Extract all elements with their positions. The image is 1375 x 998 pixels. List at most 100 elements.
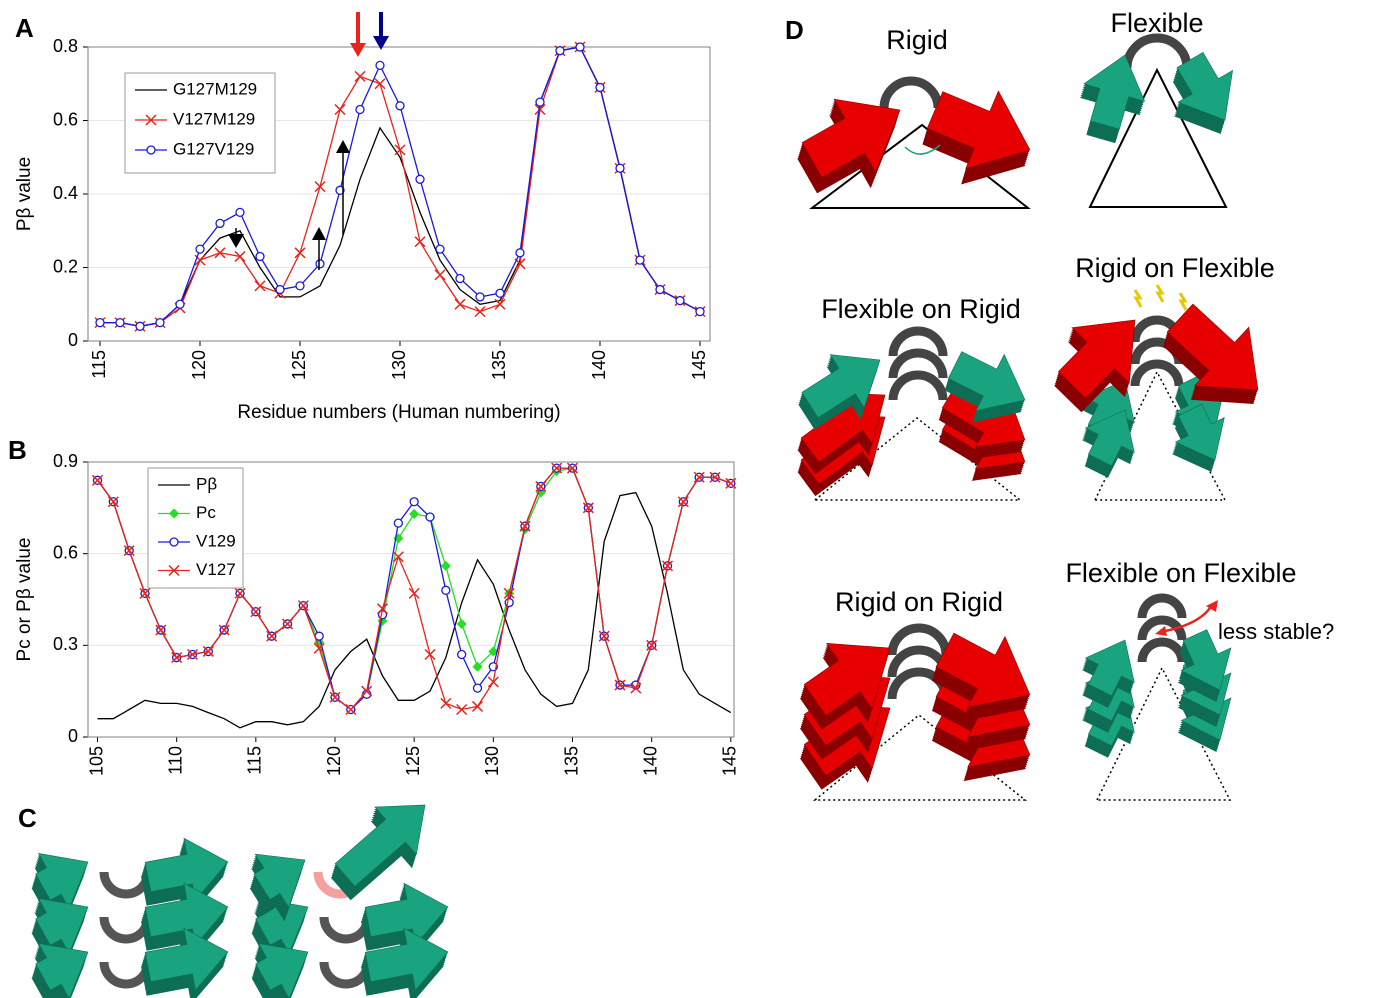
marker [614,679,626,691]
strand-arrow [144,837,229,901]
strand-arrow [1083,54,1146,130]
marker [355,104,365,115]
strand-arrow [803,643,891,717]
hinge [888,326,948,357]
diagram-label: Rigid on Flexible [1075,253,1275,283]
marker [582,502,594,514]
marker [266,630,278,642]
marker [504,597,514,608]
marker [630,682,642,694]
marker [472,661,483,672]
marker [314,181,326,193]
marker [115,317,125,328]
y-tick-label: 0.3 [53,634,78,654]
marker [145,114,157,126]
legend-label: V127 [196,560,236,579]
hinge [1137,615,1187,641]
marker [515,248,525,258]
strand-arrow [364,927,449,991]
marker [195,244,205,254]
marker [693,471,705,483]
marker [408,587,420,599]
marker [455,273,465,284]
marker [677,496,689,508]
x-tick-label: 115 [245,746,265,775]
strand-arrow [926,90,1031,169]
marker [392,551,404,563]
marker [171,652,183,664]
strand-arrow [1084,409,1135,467]
y-tick-label: 0.4 [53,183,78,203]
spark [1155,284,1165,303]
x-tick-label: 120 [189,350,209,380]
hinge [888,348,948,379]
marker [250,606,262,618]
y-tick-label: 0.8 [53,36,78,56]
marker [575,42,585,52]
marker [315,259,325,269]
marker [534,103,546,116]
marker [675,295,685,306]
marker [175,299,185,309]
marker [598,630,610,642]
annotation-arrow [336,140,350,153]
marker [218,624,230,636]
marker [725,477,737,489]
marker [535,480,547,492]
y-tick-label: 0.9 [53,451,78,471]
diagram-label: Rigid on Rigid [835,587,1003,617]
marker [215,218,225,229]
legend-box [147,467,244,589]
marker [234,250,246,263]
marker [168,564,180,577]
marker [186,648,199,661]
twist-arrow [904,144,941,155]
marker [275,284,285,295]
diagram-label: Flexible on Rigid [821,294,1021,324]
strand-arrow [35,942,89,998]
marker [394,144,406,156]
spark [1178,292,1188,311]
strand-arrow [364,882,449,946]
strand-arrow [801,98,901,178]
hinge [99,916,153,944]
hinge [99,961,153,989]
marker [107,496,119,508]
marker [454,298,466,310]
marker [146,145,156,155]
marker [313,642,325,654]
marker [295,281,305,291]
legend-label: G127M129 [173,79,257,98]
annotation-arrow [228,234,244,248]
marker [214,247,226,259]
strand-arrow [1084,639,1135,697]
hinge [1137,593,1187,619]
marker [374,78,386,90]
strand-arrow [1180,629,1232,691]
marker [472,683,483,693]
marker [375,60,385,71]
marker [456,618,467,629]
strand-arrow [253,853,306,909]
marker [709,471,721,483]
hinge [319,916,373,944]
marker [519,520,531,532]
marker [255,251,265,262]
marker [474,306,486,318]
marker [91,474,104,486]
x-tick-label: 130 [482,746,502,776]
legend-label: G127V129 [173,139,254,158]
marker [695,306,705,317]
x-tick-label: 115 [89,350,109,379]
marker [555,46,565,56]
marker [235,207,245,218]
marker [395,101,405,111]
y-tick-label: 0 [68,330,78,350]
marker [494,298,506,310]
marker [155,624,167,636]
marker [281,618,294,630]
marker [294,247,306,259]
strand-arrow [35,852,89,910]
x-tick-label: 145 [720,746,740,776]
strand-arrow [947,351,1026,412]
